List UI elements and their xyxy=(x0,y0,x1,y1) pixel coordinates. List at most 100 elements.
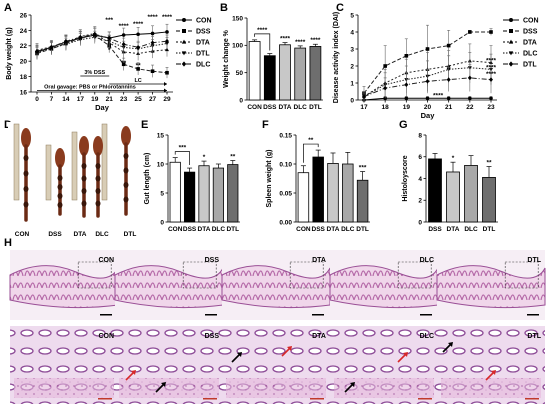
data-point xyxy=(78,34,83,40)
category-label: DLC xyxy=(464,226,478,233)
y-axis-title: Histoloyscore xyxy=(402,155,409,201)
category-label: CON xyxy=(168,226,183,233)
lc-period-label: LC xyxy=(134,78,141,84)
significance-label: * xyxy=(108,47,111,54)
bar xyxy=(169,161,181,223)
annotation-arrowhead xyxy=(161,382,166,387)
data-point xyxy=(383,64,387,68)
x-tick-label: 21 xyxy=(106,96,114,103)
annotation-arrowhead xyxy=(131,370,136,375)
scale-bar xyxy=(312,314,324,316)
y-tick-label: 20 xyxy=(20,59,28,66)
fecal-pellet xyxy=(23,155,29,161)
category-label: DTL xyxy=(226,226,239,233)
tissue-mucosa xyxy=(329,265,439,309)
significance-label: **** xyxy=(295,39,306,46)
tissue-submucosa xyxy=(441,378,541,398)
scale-bar xyxy=(418,398,432,400)
x-tick-label: 17 xyxy=(77,96,85,103)
data-point xyxy=(181,51,187,56)
cecum xyxy=(21,128,31,148)
y-tick-label: 50 xyxy=(236,70,244,77)
legend-label: DTL xyxy=(523,62,537,69)
x-tick-label: 23 xyxy=(120,96,128,103)
data-point xyxy=(489,30,493,34)
tissue-mucosa xyxy=(114,265,224,309)
legend-label: DLC xyxy=(196,62,210,69)
legend-label: CON xyxy=(196,18,212,25)
annotation-arrowhead xyxy=(350,382,355,387)
x-tick-label: 19 xyxy=(91,96,99,103)
significance-label: ** xyxy=(486,160,492,167)
zoom-box xyxy=(182,261,217,289)
data-point xyxy=(136,67,140,71)
y-tick-label: 150 xyxy=(232,15,243,22)
significance-label: ** xyxy=(308,137,314,144)
significance-bracket xyxy=(254,33,271,51)
legend-label: DLC xyxy=(523,51,537,58)
data-point xyxy=(150,40,155,46)
y-tick-label: 0.00 xyxy=(279,219,292,226)
bar xyxy=(248,41,261,101)
data-point xyxy=(165,70,169,75)
series-line xyxy=(36,34,168,74)
scale-bar xyxy=(310,398,324,400)
panel-label-a: A xyxy=(4,2,12,14)
data-point xyxy=(165,38,169,44)
y-axis-title: Gut length (cm) xyxy=(144,153,151,205)
photo-group-label: DTL xyxy=(124,231,137,238)
photo-group-label: CON xyxy=(15,231,30,238)
photo-panel-d: CON DSS DTA DLC DTL xyxy=(8,122,140,238)
zoom-box xyxy=(77,261,112,289)
fecal-pellet xyxy=(57,184,63,190)
histology-label: DTL xyxy=(527,257,541,264)
fecal-pellet xyxy=(23,170,29,177)
y-tick-label: 2 xyxy=(350,63,354,70)
bar xyxy=(227,164,239,223)
series-line xyxy=(36,36,168,54)
data-point xyxy=(425,78,430,84)
data-point xyxy=(63,38,68,44)
data-point xyxy=(121,33,126,37)
data-point xyxy=(121,41,126,47)
bar xyxy=(279,44,291,101)
lc-arrow xyxy=(164,82,167,86)
category-label: DTA xyxy=(447,226,460,233)
legend-label: DSS xyxy=(196,29,211,36)
fecal-pellet xyxy=(81,188,87,194)
fecal-pellet xyxy=(123,167,129,174)
data-point xyxy=(107,35,112,41)
fecal-pellet xyxy=(81,163,87,169)
data-point xyxy=(121,62,126,67)
data-point xyxy=(181,61,187,67)
significance-label: **** xyxy=(133,21,144,28)
histology-label: DTA xyxy=(312,257,326,264)
annotation-arrow xyxy=(344,383,354,393)
ruler xyxy=(101,123,108,201)
y-axis-title: Disease activity index (DAI) xyxy=(333,12,340,103)
bar xyxy=(198,165,210,223)
y-tick-label: 1 xyxy=(350,80,354,87)
histology-zoom-label: DLC xyxy=(420,333,434,340)
annotation-arrowhead xyxy=(448,342,453,347)
annotation-arrow xyxy=(231,353,241,363)
data-point xyxy=(35,48,39,54)
fecal-pellet xyxy=(95,175,101,182)
panel-label-c: C xyxy=(336,2,344,14)
significance-label: **** xyxy=(486,64,497,71)
histology-zoom-label: CON xyxy=(98,333,114,340)
significance-label: **** xyxy=(486,58,497,65)
significance-label: *** xyxy=(359,165,367,172)
data-point xyxy=(181,39,187,44)
data-point xyxy=(508,39,514,44)
fecal-pellet xyxy=(123,182,129,188)
data-point xyxy=(404,96,409,101)
annotation-arrowhead xyxy=(491,370,496,375)
x-tick-label: 0 xyxy=(35,96,39,103)
tissue-submucosa xyxy=(14,378,114,398)
legend-label: DTL xyxy=(196,51,210,58)
x-axis-title: Day xyxy=(95,103,110,112)
y-tick-label: 24 xyxy=(20,28,28,35)
